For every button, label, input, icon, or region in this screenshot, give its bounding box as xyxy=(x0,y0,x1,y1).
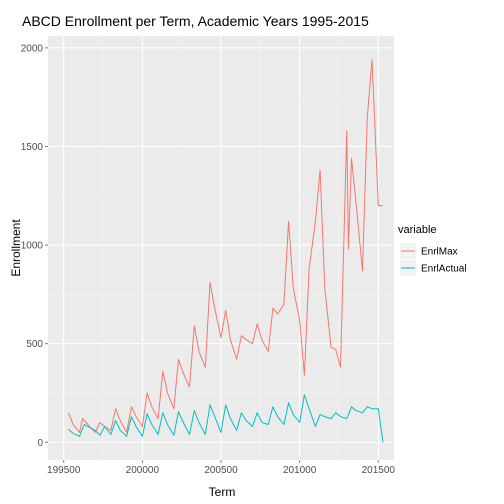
x-tick-label: 200000 xyxy=(126,465,160,476)
series-line-enrlactual xyxy=(68,394,384,443)
legend-title: variable xyxy=(398,224,437,236)
major-grid xyxy=(48,36,394,460)
x-tick-label: 199500 xyxy=(47,465,81,476)
y-tick-label: 500 xyxy=(26,339,43,350)
x-axis-title: Term xyxy=(209,485,236,499)
axis-ticks xyxy=(45,47,379,463)
y-tick-label: 1500 xyxy=(21,142,44,153)
y-tick-label: 0 xyxy=(37,438,43,449)
chart-title: ABCD Enrollment per Term, Academic Years… xyxy=(22,13,369,29)
y-axis-title: Enrollment xyxy=(9,219,23,277)
series-layer xyxy=(67,59,384,443)
legend-items: EnrlMax EnrlActual xyxy=(400,243,467,276)
x-tick-label: 201500 xyxy=(362,465,396,476)
y-tick-labels: 0 500 1000 1500 2000 xyxy=(21,43,44,448)
x-tick-label: 200500 xyxy=(204,465,238,476)
x-tick-label: 201000 xyxy=(283,465,317,476)
legend-label-enrlmax: EnrlMax xyxy=(421,247,458,258)
x-tick-labels: 199500 200000 200500 201000 201500 xyxy=(47,465,395,476)
legend: variable EnrlMax EnrlActual xyxy=(398,224,467,276)
legend-label-enrlactual: EnrlActual xyxy=(421,264,467,275)
y-tick-label: 1000 xyxy=(21,241,44,252)
y-tick-label: 2000 xyxy=(21,43,44,54)
series-line-enrlmax xyxy=(67,59,383,433)
